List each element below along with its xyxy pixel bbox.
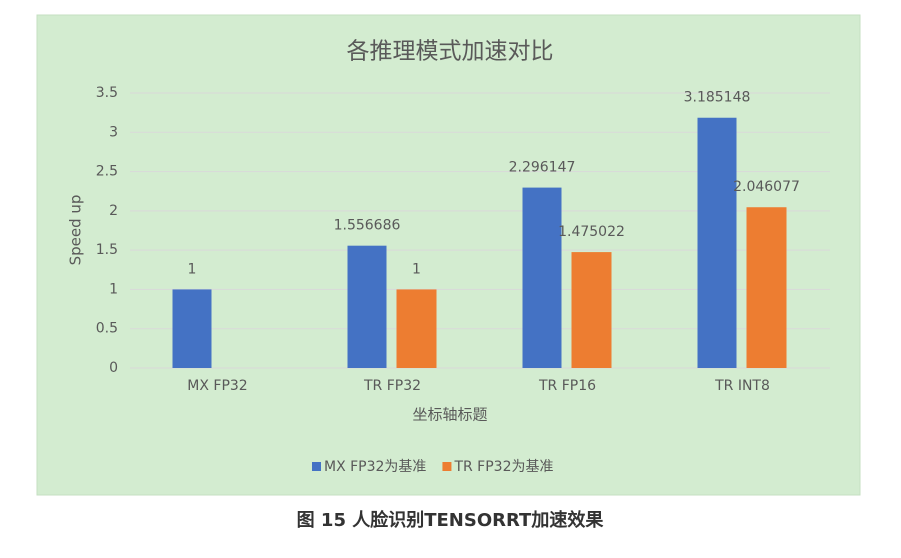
value-label: 1.556686 <box>334 218 401 234</box>
value-label: 2.046077 <box>733 179 800 195</box>
bar <box>522 187 562 368</box>
value-label: 3.185148 <box>684 90 751 106</box>
bar <box>746 207 787 368</box>
caption: 图 15 人脸识别TENSORRT加速效果 <box>297 509 605 531</box>
legend-swatch <box>312 462 321 471</box>
y-tick-label: 2.5 <box>96 164 118 180</box>
value-label: 2.296147 <box>509 160 576 176</box>
y-tick-label: 0 <box>109 360 118 376</box>
bar <box>571 252 612 368</box>
x-tick-label: TR INT8 <box>714 378 770 394</box>
bar <box>697 117 737 368</box>
y-tick-label: 3 <box>109 124 118 140</box>
y-axis-title: Speed up <box>67 195 85 266</box>
legend-label: MX FP32为基准 <box>324 458 426 475</box>
x-axis-title: 坐标轴标题 <box>412 406 487 424</box>
y-tick-label: 1 <box>109 281 118 297</box>
y-tick-label: 3.5 <box>96 85 118 101</box>
bar <box>347 245 387 368</box>
y-tick-label: 2 <box>109 203 118 219</box>
x-tick-label: TR FP16 <box>538 378 596 394</box>
y-tick-label: 1.5 <box>96 242 118 258</box>
y-tick-label: 0.5 <box>96 321 118 337</box>
bar <box>396 289 437 368</box>
bar <box>172 289 212 368</box>
legend-label: TR FP32为基准 <box>453 458 553 475</box>
value-label: 1.475022 <box>558 224 625 240</box>
legend-swatch <box>442 462 452 471</box>
value-label: 1 <box>412 261 421 277</box>
x-tick-label: MX FP32 <box>187 378 247 394</box>
chart-title: 各推理模式加速对比 <box>347 39 554 65</box>
value-label: 1 <box>188 261 197 277</box>
x-tick-label: TR FP32 <box>363 378 421 394</box>
